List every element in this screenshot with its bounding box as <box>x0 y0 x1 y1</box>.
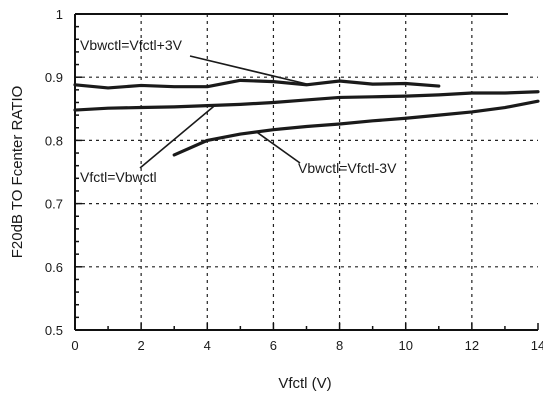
annotation-leader-line <box>189 55 310 86</box>
series-lines <box>73 78 540 157</box>
grid <box>75 14 538 330</box>
x-tick-label: 2 <box>138 338 145 353</box>
x-tick-label: 0 <box>71 338 78 353</box>
y-tick-label: 1 <box>56 7 63 22</box>
annotations: Vbwctl=Vfctl+3V Vfctl=Vbwctl Vbwctl=Vfctl-… <box>80 37 397 185</box>
x-tick-label: 6 <box>270 338 277 353</box>
y-tick-label: 0.6 <box>45 260 63 275</box>
x-tick-label: 10 <box>398 338 412 353</box>
y-tick-label: 0.9 <box>45 70 63 85</box>
x-tick-label: 4 <box>204 338 211 353</box>
x-axis-title: Vfctl (V) <box>278 375 331 392</box>
y-tick-label: 0.8 <box>45 133 63 148</box>
annotation-label: Vbwctl=Vfctl-3V <box>298 160 397 176</box>
plot-frame <box>74 13 539 331</box>
tick-labels: 0 2 4 6 8 10 12 14 0.5 0.6 0.7 0.8 0.9 1 <box>45 7 543 353</box>
annotation-leader-line <box>139 105 215 169</box>
series-line-2 <box>73 90 540 112</box>
y-axis-title: F20dB TO Fcenter RATIO <box>9 86 26 259</box>
y-tick-label: 0.5 <box>45 323 63 338</box>
annotation-leader-line <box>256 131 301 164</box>
annotation-label: Vbwctl=Vfctl+3V <box>80 37 183 53</box>
annotation-label: Vfctl=Vbwctl <box>80 169 157 185</box>
series-line-1 <box>73 78 441 90</box>
x-tick-label: 14 <box>531 338 543 353</box>
x-tick-label: 8 <box>336 338 343 353</box>
y-tick-label: 0.7 <box>45 197 63 212</box>
x-tick-label: 12 <box>465 338 479 353</box>
series-line-3 <box>172 99 540 157</box>
